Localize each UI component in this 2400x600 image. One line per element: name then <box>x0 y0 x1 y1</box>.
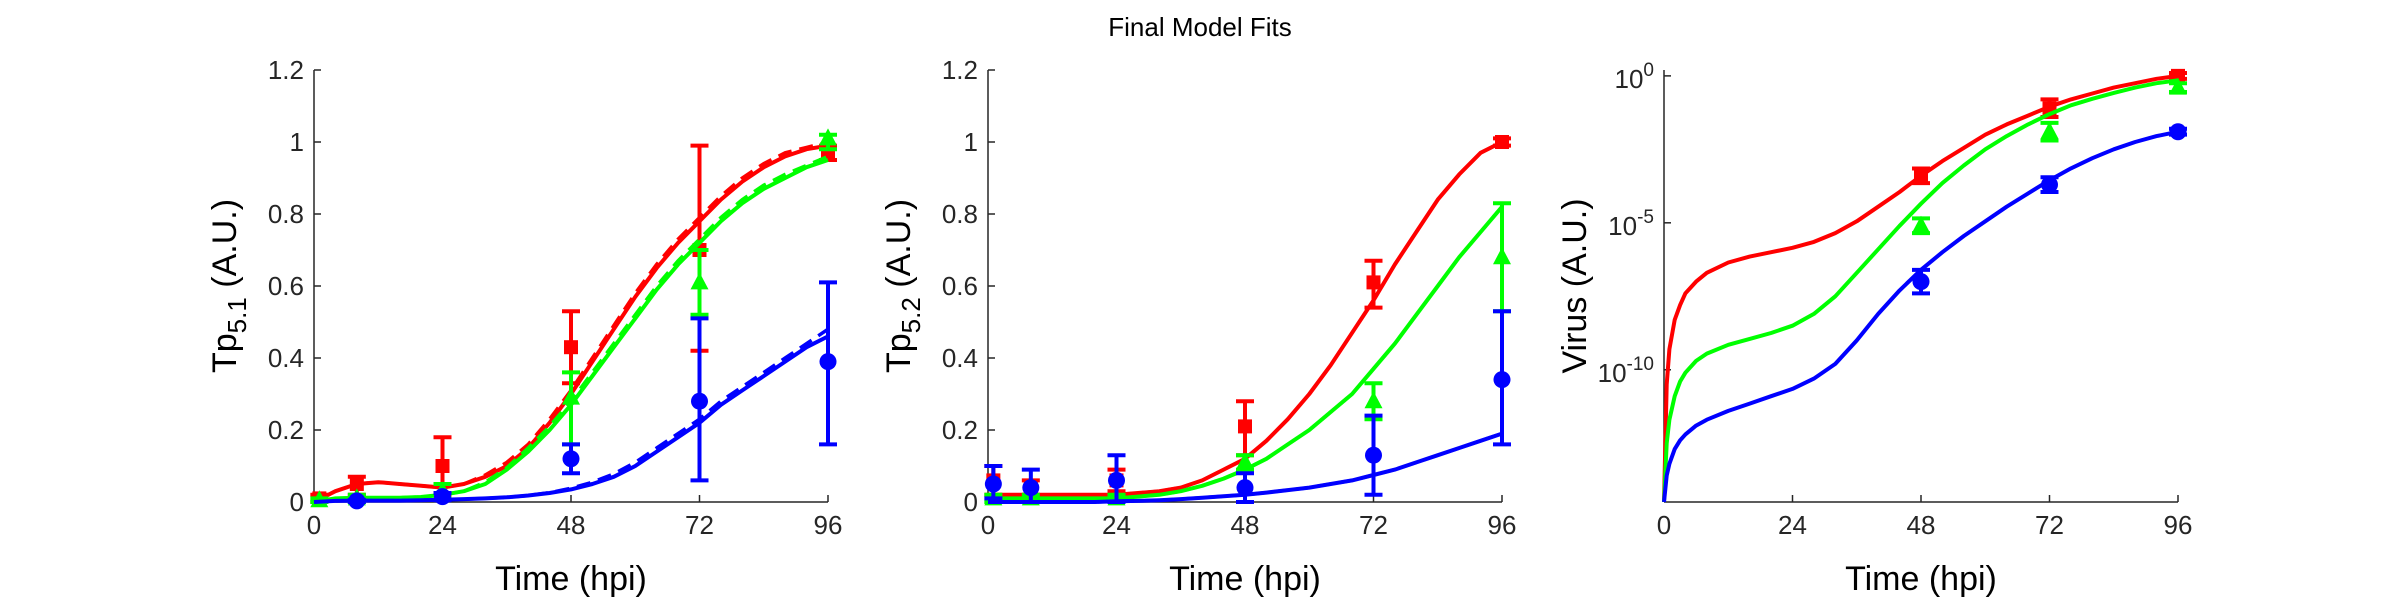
fit-line-solid <box>1662 73 2179 503</box>
data-point-circle <box>562 450 580 468</box>
figure-title: Final Model Fits <box>1108 12 1292 42</box>
data-point-triangle <box>1493 247 1511 265</box>
x-tick-label: 96 <box>814 510 843 540</box>
x-tick-label: 96 <box>2164 510 2193 540</box>
y-axis-label: Tp5.1 (A.U.) <box>206 199 252 373</box>
chart-panel-2: 0 24 48 72 96 0 0.2 0.4 0.6 0.8 1 1.2 Time (hpi) Tp5.… <box>880 55 1516 598</box>
y-tick-label: 0 <box>964 487 978 517</box>
data-point-circle <box>1493 371 1511 389</box>
x-axis-label: Time (hpi) <box>1169 560 1321 598</box>
y-tick-label: 0.6 <box>268 271 304 301</box>
y-tick-label: 0.4 <box>942 343 978 373</box>
series-1 <box>1662 68 2187 503</box>
x-tick-label: 0 <box>1657 510 1671 540</box>
data-point-square <box>435 459 450 473</box>
data-point-triangle <box>562 387 580 405</box>
series-2 <box>310 128 837 508</box>
data-point-circle <box>984 475 1002 493</box>
data-point-triangle <box>819 128 837 146</box>
chart-panel-1: 0 24 48 72 96 0 0.2 0.4 0.6 0.8 1 1.2 Time (hpi) Tp5.… <box>206 55 842 598</box>
data-point-triangle <box>1364 391 1383 409</box>
series-2 <box>1662 77 2187 503</box>
data-point-triangle <box>2169 77 2187 95</box>
data-point-triangle <box>2040 121 2059 139</box>
data-point-square <box>1238 419 1252 434</box>
chart-panel-3: 0 24 48 72 96 100 10-5 10-10 Time (hpi) Virus (A.… <box>1556 60 2192 598</box>
data-point-square <box>349 477 364 491</box>
data-point-triangle <box>690 272 709 290</box>
y-tick-label: 0.2 <box>268 415 304 445</box>
series-1 <box>984 135 1511 497</box>
y-tick-label: 0 <box>290 487 304 517</box>
data-point-square <box>1366 275 1381 290</box>
data-point-triangle <box>1912 215 1930 233</box>
y-tick-label: 1.2 <box>942 55 978 85</box>
y-tick-label: 1 <box>290 127 304 157</box>
x-axis-label: Time (hpi) <box>1845 560 1997 598</box>
data-point-circle <box>1022 479 1040 497</box>
data-point-circle <box>819 353 837 371</box>
y-tick-label: 0.6 <box>942 271 978 301</box>
y-tick-label: 10-10 <box>1598 354 1654 388</box>
x-axis-label: Time (hpi) <box>495 560 647 598</box>
x-tick-label: 96 <box>1488 510 1517 540</box>
y-axis-label: Virus (A.U.) <box>1556 198 1594 373</box>
y-tick-label: 100 <box>1615 60 1655 94</box>
series-3 <box>984 309 1511 504</box>
x-tick-label: 48 <box>1907 510 1936 540</box>
y-tick-label: 1.2 <box>268 55 304 85</box>
panels: 0 24 48 72 96 0 0.2 0.4 0.6 0.8 1 1.2 Time (hpi) Tp5.… <box>206 55 2192 598</box>
data-point-square <box>1914 168 1928 183</box>
fit-line-solid <box>1662 78 2179 503</box>
y-tick-label: 1 <box>964 127 978 157</box>
fit-line-dashed <box>988 205 1504 501</box>
x-tick-label: 72 <box>1359 510 1388 540</box>
data-point-circle <box>348 492 366 510</box>
x-tick-label: 24 <box>428 510 457 540</box>
data-point-circle <box>1236 479 1254 497</box>
x-tick-label: 24 <box>1102 510 1131 540</box>
fit-line-solid <box>313 334 829 504</box>
data-point-circle <box>2169 123 2187 141</box>
data-point-circle <box>1365 446 1382 464</box>
data-point-circle <box>1108 471 1125 489</box>
x-tick-label: 0 <box>981 510 995 540</box>
y-tick-label: 0.4 <box>268 343 304 373</box>
y-axis-label: Tp5.2 (A.U.) <box>880 199 926 373</box>
data-point-square <box>1495 135 1509 149</box>
y-tick-label: 10-5 <box>1608 207 1654 241</box>
series-3 <box>313 280 837 510</box>
y-tick-label: 0.8 <box>268 199 304 229</box>
data-point-square <box>564 340 578 355</box>
x-tick-label: 24 <box>1778 510 1807 540</box>
x-tick-label: 72 <box>2035 510 2064 540</box>
x-tick-label: 48 <box>1231 510 1260 540</box>
data-point-circle <box>691 392 708 410</box>
series-3 <box>1662 123 2187 503</box>
y-tick-label: 0.2 <box>942 415 978 445</box>
fit-line-solid <box>1662 129 2179 503</box>
data-point-circle <box>2041 176 2058 194</box>
x-tick-label: 0 <box>307 510 321 540</box>
data-point-circle <box>434 488 451 506</box>
x-tick-label: 72 <box>685 510 714 540</box>
series-2 <box>984 201 1511 506</box>
y-tick-label: 0.8 <box>942 199 978 229</box>
data-point-circle <box>1912 273 1930 291</box>
data-point-triangle <box>1236 452 1254 470</box>
x-tick-label: 48 <box>557 510 586 540</box>
